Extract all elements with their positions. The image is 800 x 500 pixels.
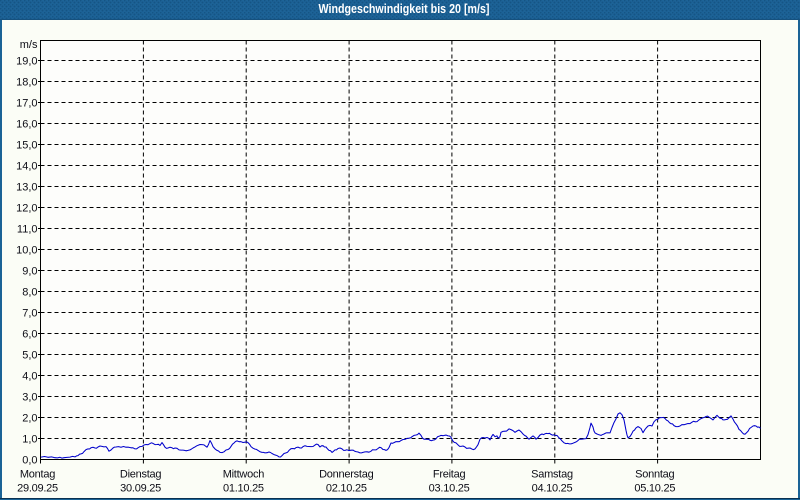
- svg-text:19,0: 19,0: [16, 56, 37, 68]
- svg-text:03.10.25: 03.10.25: [429, 483, 470, 495]
- svg-text:Donnerstag: Donnerstag: [319, 468, 374, 480]
- svg-text:Sonntag: Sonntag: [635, 468, 674, 480]
- svg-text:Windgeschwindigkeit bis 20 [m/: Windgeschwindigkeit bis 20 [m/s]: [319, 1, 490, 16]
- svg-text:05.10.25: 05.10.25: [634, 483, 675, 495]
- svg-text:Dienstag: Dienstag: [120, 468, 162, 480]
- svg-text:18,0: 18,0: [16, 77, 37, 89]
- svg-text:0,0: 0,0: [22, 455, 37, 467]
- svg-text:29.09.25: 29.09.25: [17, 483, 58, 495]
- svg-text:m/s: m/s: [20, 39, 38, 51]
- svg-text:30.09.25: 30.09.25: [120, 483, 161, 495]
- svg-text:12,0: 12,0: [16, 203, 37, 215]
- svg-text:2,0: 2,0: [22, 413, 37, 425]
- svg-text:Samstag: Samstag: [531, 468, 573, 480]
- svg-text:5,0: 5,0: [22, 350, 37, 362]
- svg-text:02.10.25: 02.10.25: [326, 483, 367, 495]
- svg-text:01.10.25: 01.10.25: [223, 483, 264, 495]
- svg-text:9,0: 9,0: [22, 266, 37, 278]
- svg-text:14,0: 14,0: [16, 161, 37, 173]
- svg-text:4,0: 4,0: [22, 371, 37, 383]
- svg-text:7,0: 7,0: [22, 308, 37, 320]
- svg-text:15,0: 15,0: [16, 140, 37, 152]
- svg-text:8,0: 8,0: [22, 287, 37, 299]
- svg-text:13,0: 13,0: [16, 182, 37, 194]
- svg-text:04.10.25: 04.10.25: [532, 483, 573, 495]
- svg-text:10,0: 10,0: [16, 245, 37, 257]
- svg-text:Freitag: Freitag: [433, 468, 466, 480]
- svg-text:17,0: 17,0: [16, 98, 37, 110]
- svg-text:16,0: 16,0: [16, 119, 37, 131]
- svg-text:3,0: 3,0: [22, 392, 37, 404]
- svg-text:1,0: 1,0: [22, 434, 37, 446]
- svg-text:Mittwoch: Mittwoch: [223, 468, 265, 480]
- svg-text:11,0: 11,0: [17, 224, 38, 236]
- svg-text:Montag: Montag: [20, 468, 55, 480]
- svg-text:6,0: 6,0: [22, 329, 37, 341]
